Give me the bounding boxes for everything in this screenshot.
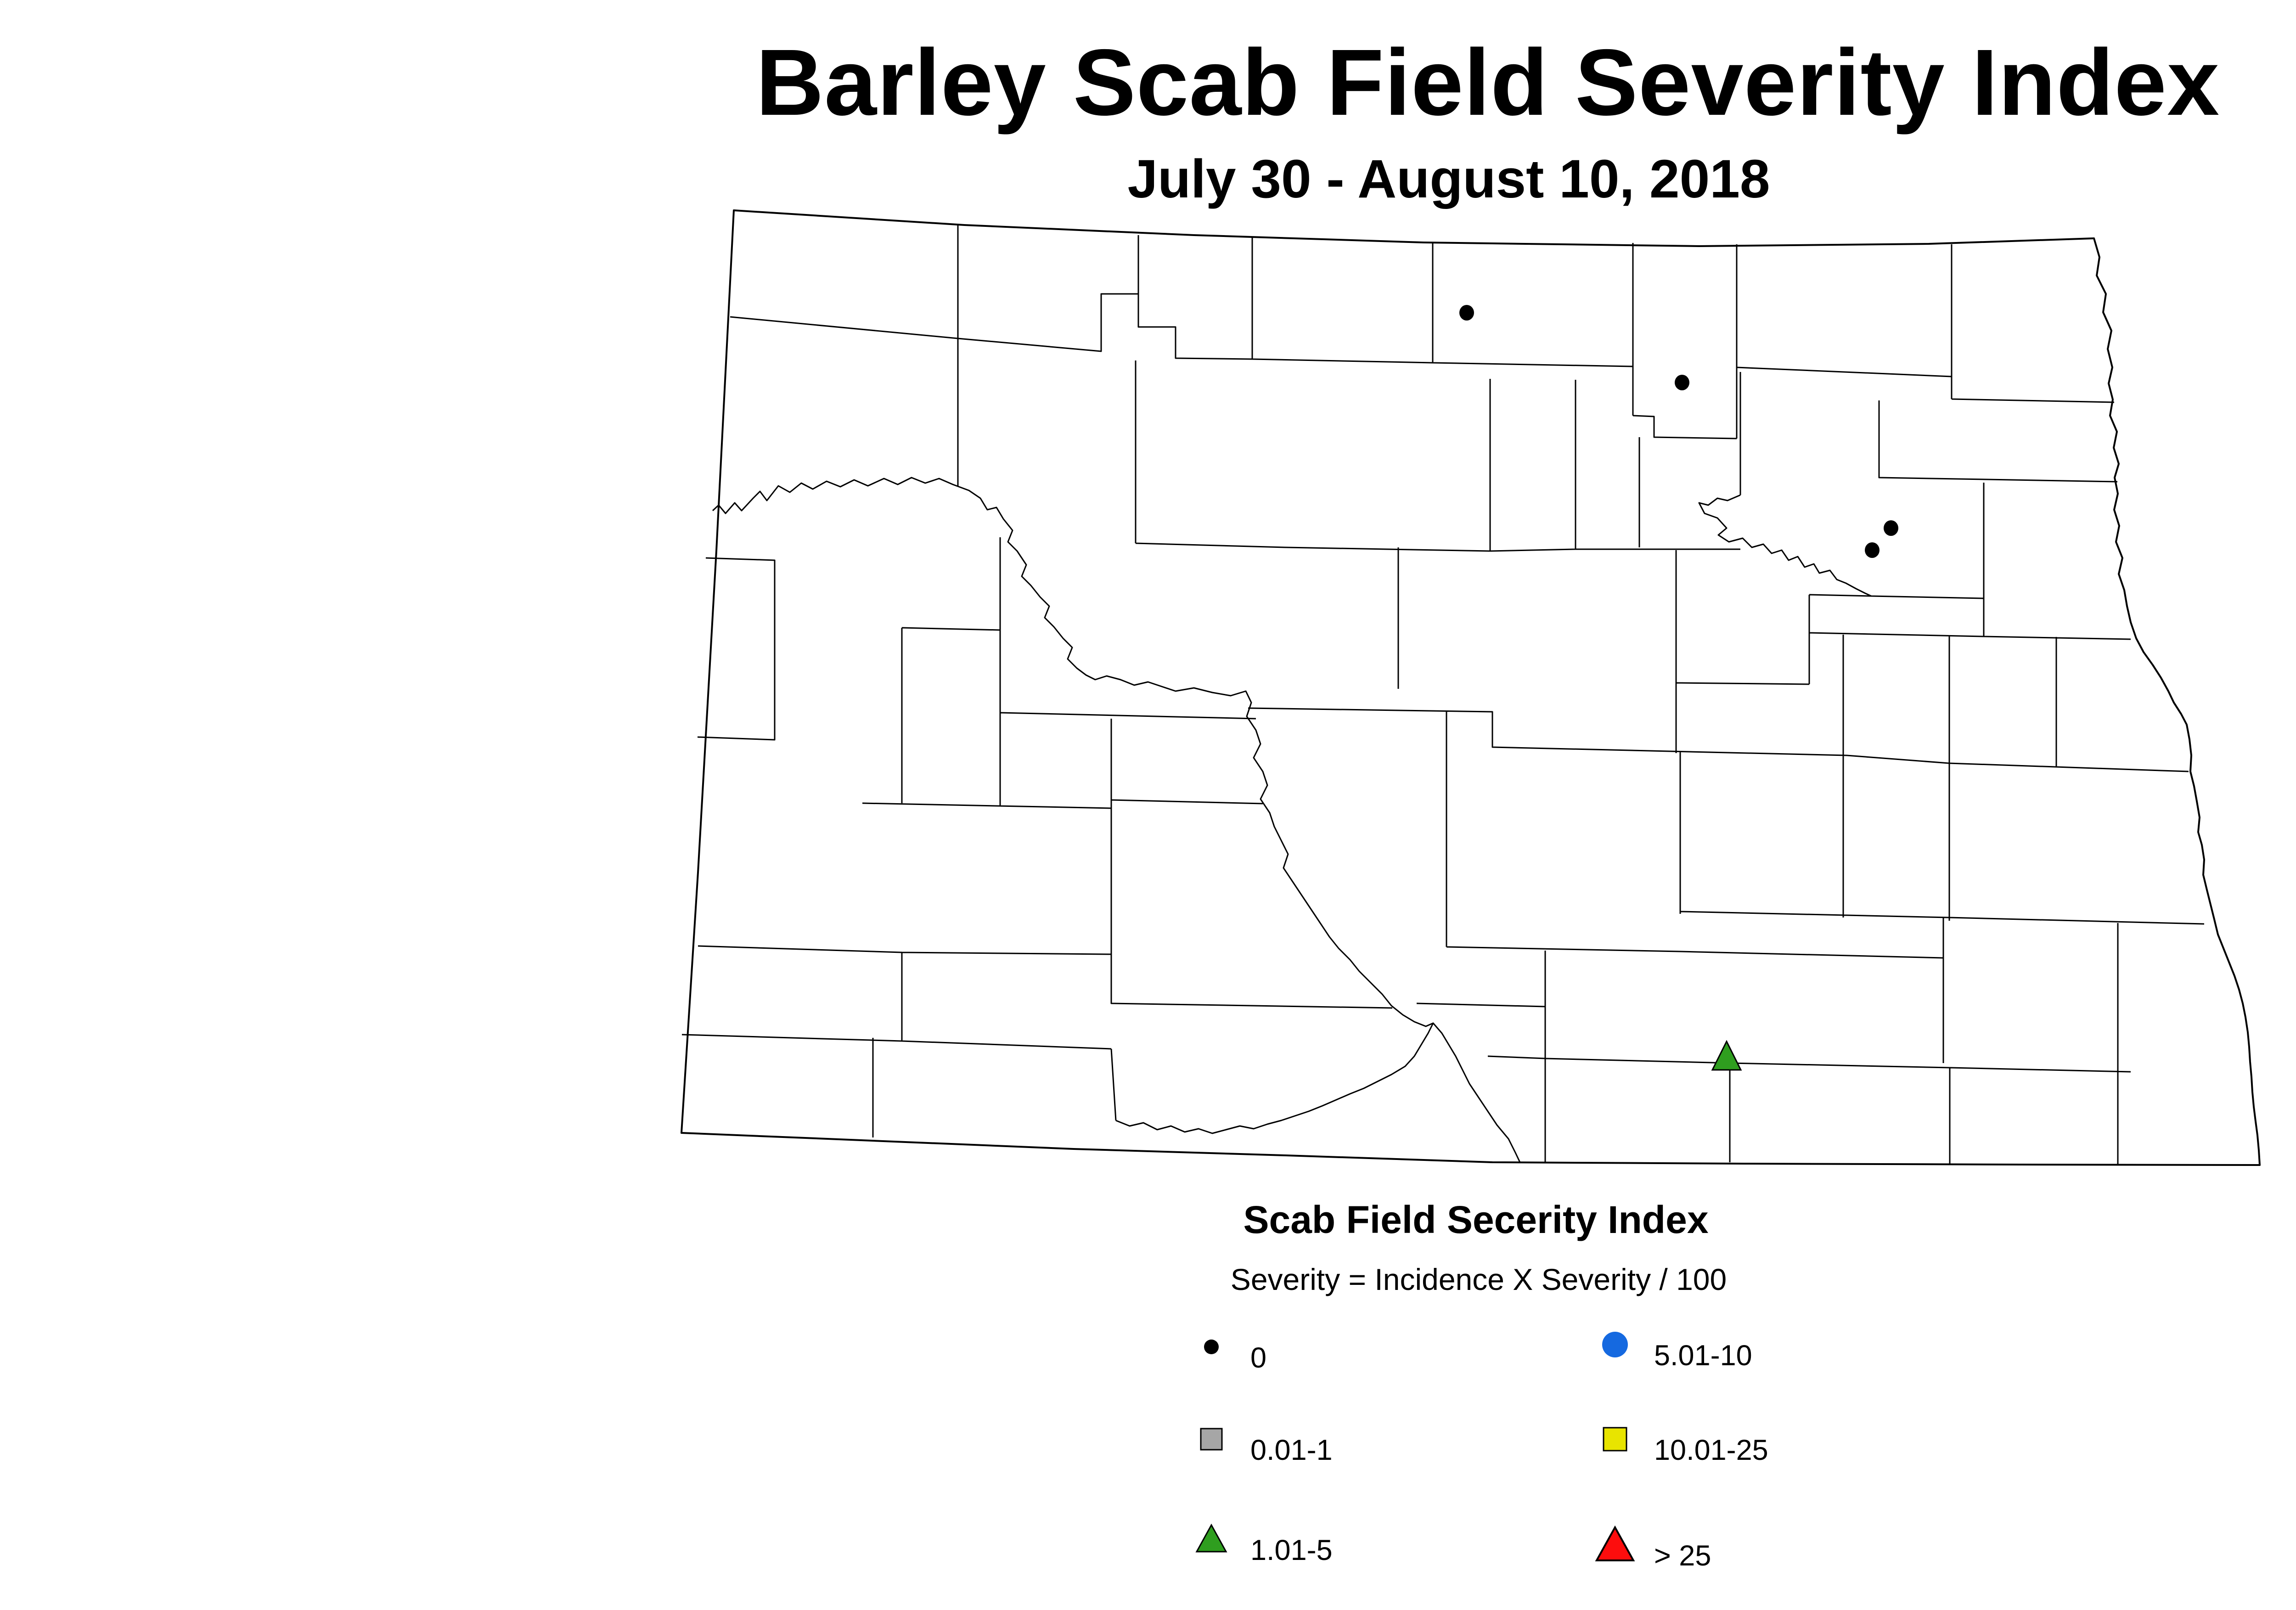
legend-formula: Severity = Incidence X Severity / 100 [1230,1262,1727,1296]
legend-label: > 25 [1654,1540,1711,1572]
legend-blue-circle-icon [1602,1332,1628,1357]
legend-label: 1.01-5 [1250,1534,1333,1566]
legend-item-5point01-10: 5.01-10 [1590,1319,1752,1372]
map-marker-dot [1675,375,1689,390]
cannonball-river-boundary [1115,1023,1434,1134]
missouri-river-boundary [712,477,1521,1163]
legend-item-over-25: > 25 [1590,1520,1711,1572]
legend-item-0: 0 [1186,1322,1267,1374]
map-marker-triangle [1711,1040,1742,1071]
legend-yellow-square-icon [1603,1427,1627,1452]
legend-item-10point01-25: 10.01-25 [1590,1414,1768,1466]
map-marker-dot [1884,520,1898,536]
legend-label: 0 [1250,1342,1267,1374]
legend-item-0point01-1: 0.01-1 [1186,1414,1333,1466]
state-outline [681,209,2261,1166]
legend-title: Scab Field Secerity Index [1243,1198,1709,1241]
legend-label: 5.01-10 [1654,1340,1752,1372]
legend-item-1point01-5: 1.01-5 [1186,1514,1333,1566]
county-borders [681,225,2205,1165]
legend-dot-icon [1204,1340,1219,1354]
page-subtitle: July 30 - August 10, 2018 [1127,149,1770,209]
map-marker-dot [1865,542,1880,558]
legend-label: 0.01-1 [1250,1434,1333,1466]
legend-red-triangle-icon [1595,1525,1635,1561]
page-title: Barley Scab Field Severity Index [755,30,2220,135]
legend-green-triangle-icon [1195,1523,1227,1553]
legend-gray-square-icon [1200,1428,1223,1451]
legend-label: 10.01-25 [1654,1434,1768,1466]
map-markers [1459,305,1898,1071]
devils-lake-boundary [1698,494,1872,597]
map-marker-dot [1459,305,1474,321]
